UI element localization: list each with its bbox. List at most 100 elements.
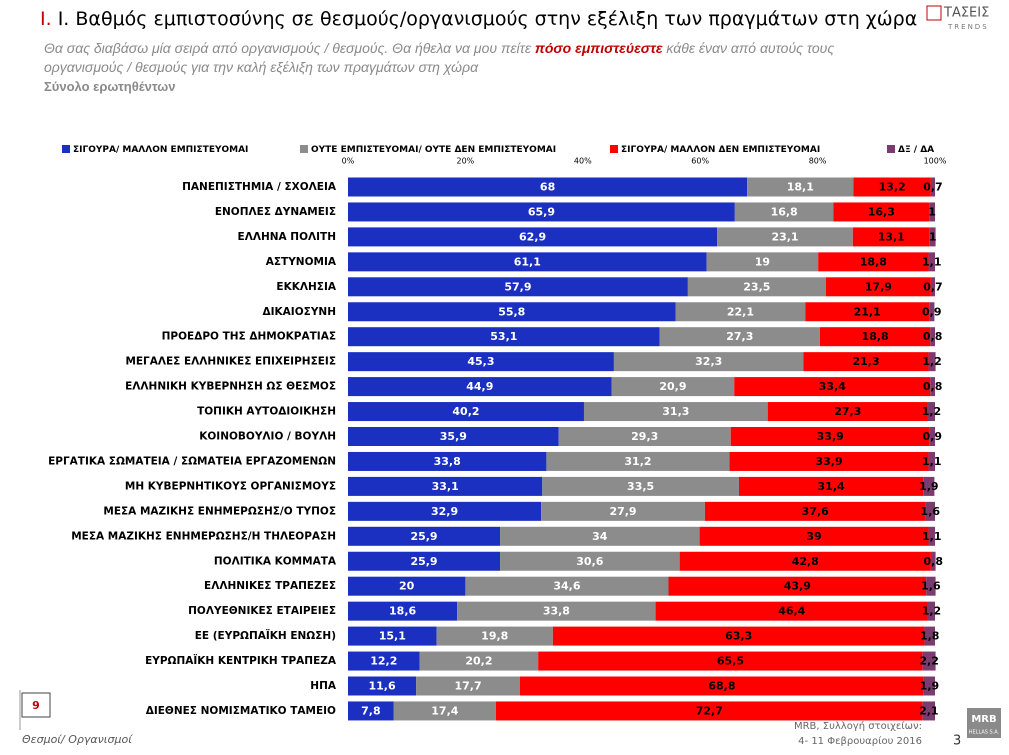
- bar-segment: [924, 626, 935, 646]
- bar-segment: [611, 377, 735, 397]
- bar-segment: [923, 476, 935, 496]
- value-label: 68: [540, 181, 555, 194]
- value-label: 1,2: [922, 605, 942, 618]
- x-tick-label: 80%: [809, 157, 827, 166]
- bar-segment: [419, 651, 539, 671]
- value-label: 22,1: [727, 305, 754, 318]
- bar-segment: [558, 427, 731, 446]
- bar-segment: [348, 676, 417, 696]
- legend-label: ΟΥΤΕ ΕΜΠΙΣΤΕΥΟΜΑΙ/ ΟΥΤΕ ΔΕΝ ΕΜΠΙΣΤΕΥΟΜΑΙ: [311, 145, 556, 155]
- bar-segment: [655, 601, 928, 621]
- bar-segment: [659, 327, 820, 347]
- bar-segment: [730, 427, 930, 446]
- value-label: 7,8: [361, 704, 381, 717]
- chart-title: I. Ι. Βαθμός εμπιστοσύνης σε θεσμούς/οργ…: [40, 8, 917, 30]
- bar-segment: [928, 352, 936, 372]
- note: Σύνολο ερωτηθέντων: [44, 79, 176, 94]
- bar-segment: [687, 277, 826, 297]
- bar-segment: [679, 551, 931, 571]
- bar-segment: [348, 327, 660, 347]
- value-label: 34,6: [553, 580, 580, 593]
- value-label: 19,8: [481, 630, 508, 643]
- value-label: 62,9: [519, 230, 546, 243]
- bar-segment: [348, 501, 542, 521]
- bar-segment: [928, 252, 935, 272]
- bar-segment: [583, 402, 768, 422]
- category-label: ΠΡΟΕΔΡΟ ΤΗΣ ΔΗΜΟΚΡΑΤΙΑΣ: [162, 331, 336, 343]
- x-tick-label: 60%: [691, 157, 709, 166]
- bar-segment: [465, 576, 669, 596]
- value-label: 0,7: [923, 181, 943, 194]
- category-label: ΜΕΣΑ ΜΑΖΙΚΗΣ ΕΝΗΜΕΡΩΣΗΣ/Η ΤΗΛΕΟΡΑΣΗ: [71, 530, 336, 542]
- category-label: ΚΟΙΝΟΒΟΥΛΙΟ / ΒΟΥΛΗ: [199, 431, 336, 443]
- value-label: 23,1: [771, 230, 798, 243]
- bar-segment: [542, 476, 739, 496]
- bar-segment: [348, 227, 718, 247]
- category-label: ΑΣΤΥΝΟΜΙΑ: [266, 256, 337, 268]
- bar-segment: [734, 377, 931, 397]
- value-label: 17,4: [431, 704, 458, 717]
- value-label: 20: [399, 580, 415, 593]
- category-label: ΜΕΣΑ ΜΑΖΙΚΗΣ ΕΝΗΜΕΡΩΣΗΣ/Ο ΤΥΠΟΣ: [103, 505, 336, 517]
- value-label: 40,2: [452, 405, 479, 418]
- bar-segment: [348, 651, 420, 671]
- value-label: 53,1: [490, 330, 517, 343]
- bar-segment: [348, 601, 458, 621]
- value-label: 17,9: [865, 280, 892, 293]
- value-label: 16,3: [868, 205, 895, 218]
- bar-segment: [825, 277, 931, 297]
- category-label: ΕΚΚΛΗΣΙΑ: [276, 281, 336, 293]
- value-label: 31,2: [624, 455, 651, 468]
- category-label: ΕΥΡΩΠΑΪΚΗ ΚΕΝΤΡΙΚΗ ΤΡΑΠΕΖΑ: [145, 653, 337, 667]
- subtitle: Θα σας διαβάσω μία σειρά από οργανισμούς…: [44, 39, 874, 77]
- value-label: 63,3: [725, 630, 752, 643]
- bar-segment: [675, 302, 806, 322]
- bar-segment: [929, 427, 935, 446]
- legend-swatch: [300, 145, 308, 153]
- bar-segment: [930, 277, 935, 297]
- category-label: ΕΡΓΑΤΙΚΑ ΣΩΜΑΤΕΙΑ / ΣΩΜΑΤΕΙΑ ΕΡΓΑΖΟΜΕΝΩΝ: [48, 455, 336, 467]
- value-label: 65,5: [717, 655, 744, 668]
- mrb-logo: [967, 708, 1001, 738]
- bar-segment: [803, 352, 929, 372]
- bar-segment: [552, 626, 925, 646]
- bar-segment: [928, 526, 935, 546]
- value-label: 18,6: [389, 605, 416, 618]
- value-label: 35,9: [440, 430, 467, 443]
- value-label: 45,3: [467, 355, 494, 368]
- value-label: 1,8: [920, 630, 940, 643]
- bar-segment: [805, 302, 930, 322]
- bar-segment: [706, 252, 819, 272]
- bar-segment: [929, 302, 935, 322]
- value-label: 21,1: [854, 305, 881, 318]
- bar-segment: [348, 476, 543, 496]
- value-label: 11,6: [368, 680, 395, 693]
- mrb-logo-sub: HELLAS S.A.: [969, 730, 1000, 736]
- bar-segment: [930, 551, 936, 571]
- x-tick-label: 100%: [924, 157, 947, 166]
- value-label: 1,9: [920, 680, 940, 693]
- footer-dates: 4- 11 Φεβρουαρίου 2016: [798, 735, 922, 747]
- value-label: 27,3: [726, 330, 753, 343]
- value-label: 17,7: [454, 680, 481, 693]
- bar-segment: [717, 227, 853, 247]
- bar-segment: [393, 701, 496, 721]
- legend-swatch: [887, 145, 895, 153]
- bar-segment: [348, 402, 584, 422]
- page-box: [21, 692, 51, 718]
- value-label: 34: [592, 530, 608, 543]
- category-label: ΕΝΟΠΛΕΣ ΔΥΝΑΜΕΙΣ: [215, 206, 336, 218]
- bar-segment: [348, 252, 707, 272]
- bar-segment: [738, 476, 924, 496]
- value-label: 55,8: [498, 305, 525, 318]
- category-label: ΕΕ (ΕΥΡΩΠΑΪΚΗ ΕΝΩΣΗ): [195, 628, 336, 642]
- bar-segment: [500, 526, 700, 546]
- bar-segment: [348, 551, 501, 571]
- legend-swatch: [62, 145, 70, 153]
- value-label: 57,9: [504, 280, 531, 293]
- legend-label: ΣΙΓΟΥΡΑ/ ΜΑΛΛΟΝ ΕΜΠΙΣΤΕΥΟΜΑΙ: [73, 145, 248, 155]
- value-label: 2,2: [919, 655, 939, 668]
- bar-segment: [538, 651, 923, 671]
- bar-segment: [819, 327, 931, 347]
